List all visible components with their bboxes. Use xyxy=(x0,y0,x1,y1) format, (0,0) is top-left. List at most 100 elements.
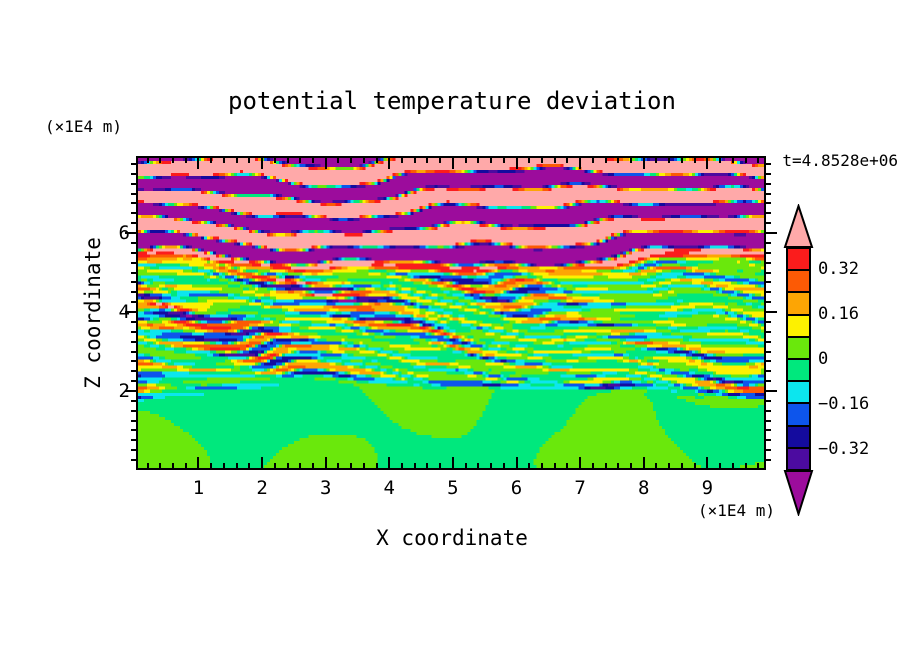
y-minor-tick xyxy=(766,340,771,343)
y-minor-tick xyxy=(766,301,771,304)
x-minor-tick xyxy=(630,463,633,468)
x-minor-tick xyxy=(744,158,747,163)
x-minor-tick xyxy=(490,463,493,468)
colorbar-segment xyxy=(788,424,809,447)
y-minor-tick xyxy=(766,162,771,165)
colorbar-segment xyxy=(788,380,809,403)
y-minor-tick xyxy=(131,261,136,264)
x-minor-tick xyxy=(591,463,594,468)
x-major-tick xyxy=(388,158,391,169)
x-minor-tick xyxy=(222,463,225,468)
x-major-tick xyxy=(515,457,518,468)
y-minor-tick xyxy=(766,399,771,402)
x-minor-tick xyxy=(439,158,442,163)
x-minor-tick xyxy=(630,158,633,163)
plot-area xyxy=(136,156,766,470)
x-minor-tick xyxy=(655,463,658,468)
x-minor-tick xyxy=(273,158,276,163)
x-minor-tick xyxy=(362,158,365,163)
x-tick-label: 4 xyxy=(383,477,395,499)
x-major-tick xyxy=(451,457,454,468)
x-minor-tick xyxy=(757,158,760,163)
x-tick-label: 5 xyxy=(447,477,459,499)
y-minor-tick xyxy=(131,459,136,462)
y-minor-tick xyxy=(131,202,136,205)
y-minor-tick xyxy=(131,301,136,304)
y-minor-tick xyxy=(766,212,771,215)
y-minor-tick xyxy=(131,330,136,333)
y-minor-tick xyxy=(766,202,771,205)
x-minor-tick xyxy=(528,158,531,163)
x-minor-tick xyxy=(159,463,162,468)
x-minor-tick xyxy=(477,463,480,468)
y-tick-label: 2 xyxy=(118,379,130,402)
x-minor-tick xyxy=(464,158,467,163)
y-minor-tick xyxy=(766,291,771,294)
colorbar-segment xyxy=(788,335,809,359)
x-minor-tick xyxy=(540,463,543,468)
colorbar-tick-label: 0.16 xyxy=(818,304,859,325)
y-major-tick xyxy=(125,311,136,313)
y-minor-tick xyxy=(766,449,771,452)
y-minor-tick xyxy=(131,192,136,195)
x-major-tick xyxy=(515,158,518,169)
y-major-tick xyxy=(766,311,777,313)
x-tick-label: 3 xyxy=(319,477,332,499)
time-annotation: t=4.8528e+06 xyxy=(782,151,898,170)
x-minor-tick xyxy=(375,158,378,163)
y-minor-tick xyxy=(766,380,771,383)
colorbar-tick-label: 0 xyxy=(818,349,829,369)
x-minor-tick xyxy=(184,463,187,468)
x-minor-tick xyxy=(184,158,187,163)
x-minor-tick xyxy=(502,463,505,468)
y-minor-tick xyxy=(131,241,136,244)
x-minor-tick xyxy=(210,158,213,163)
y-minor-tick xyxy=(766,429,771,432)
x-minor-tick xyxy=(159,158,162,163)
x-minor-tick xyxy=(668,158,671,163)
x-major-tick xyxy=(261,457,264,468)
x-tick-label: 7 xyxy=(574,477,586,499)
x-minor-tick xyxy=(617,158,620,163)
x-minor-tick xyxy=(477,158,480,163)
y-minor-tick xyxy=(766,320,771,323)
y-minor-tick xyxy=(131,399,136,402)
y-minor-tick xyxy=(766,241,771,244)
x-tick-label: 2 xyxy=(256,477,268,499)
y-minor-tick xyxy=(766,370,771,373)
y-minor-tick xyxy=(131,162,136,165)
x-minor-tick xyxy=(299,158,302,163)
x-minor-tick xyxy=(362,463,365,468)
y-minor-tick xyxy=(766,182,771,185)
y-minor-tick xyxy=(766,281,771,284)
colorbar-segment xyxy=(788,291,809,314)
x-major-tick xyxy=(324,457,327,468)
x-minor-tick xyxy=(210,463,213,468)
x-major-tick xyxy=(197,158,200,169)
y-minor-tick xyxy=(131,350,136,353)
x-major-tick xyxy=(451,158,454,169)
y-minor-tick xyxy=(766,271,771,274)
x-minor-tick xyxy=(222,158,225,163)
y-minor-tick xyxy=(131,370,136,373)
x-minor-tick xyxy=(350,463,353,468)
y-minor-tick xyxy=(131,419,136,422)
x-minor-tick xyxy=(617,463,620,468)
x-minor-tick xyxy=(299,463,302,468)
colorbar-under-arrow xyxy=(783,470,814,516)
y-major-tick xyxy=(766,232,777,235)
colorbar-tick-label: −0.32 xyxy=(818,438,870,459)
x-tick-label: 1 xyxy=(192,477,205,499)
x-minor-tick xyxy=(553,463,556,468)
y-minor-tick xyxy=(766,360,771,363)
x-major-tick xyxy=(261,158,264,169)
x-major-tick xyxy=(579,158,582,169)
y-minor-tick xyxy=(766,222,771,225)
y-major-tick xyxy=(766,389,777,392)
x-major-tick xyxy=(706,457,709,468)
y-tick-label: 4 xyxy=(118,301,130,323)
x-minor-tick xyxy=(248,463,251,468)
colorbar-segment xyxy=(788,446,809,470)
x-minor-tick xyxy=(591,158,594,163)
y-minor-tick xyxy=(766,261,771,264)
